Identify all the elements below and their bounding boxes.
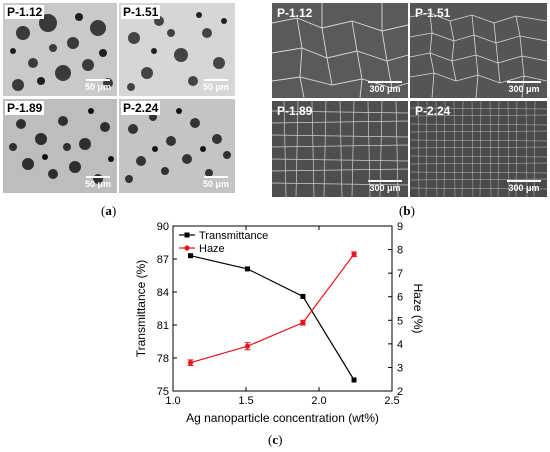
- y-left-tick-label: 87: [157, 254, 169, 266]
- scale-bar: 50 μm: [203, 79, 229, 92]
- caption-c-letter: c: [272, 432, 279, 447]
- y-left-tick-label: 90: [157, 221, 169, 233]
- sample-label: P-1.12: [277, 6, 313, 20]
- y-right-tick-label: 9: [397, 221, 403, 233]
- micrograph-tile: P-1.12 50 μm: [3, 3, 117, 96]
- y-right-tick-label: 4: [397, 339, 403, 351]
- data-point: [187, 360, 194, 366]
- caption-a-letter: a: [105, 203, 112, 218]
- data-point: [351, 377, 357, 383]
- plot-frame: [172, 225, 393, 392]
- scale-bar: 300 μm: [507, 180, 541, 193]
- data-point: [244, 343, 251, 349]
- micrograph-tile: P-2.24 50 μm: [119, 99, 235, 193]
- caption-c: (c): [268, 432, 282, 448]
- x-tick-label: 1.5: [238, 395, 253, 407]
- caption-b-open: (: [399, 203, 404, 218]
- sem-tile: P-1.89 300 μm: [272, 101, 408, 197]
- sample-label: P-1.89: [5, 101, 45, 115]
- caption-c-close: ): [278, 432, 283, 447]
- caption-a-open: (: [101, 203, 106, 218]
- data-point: [300, 320, 306, 326]
- scale-bar-label: 50 μm: [84, 179, 111, 189]
- scale-bar: 50 μm: [85, 79, 111, 92]
- y-right-tick-label: 8: [397, 245, 403, 257]
- scale-bar-label: 300 μm: [369, 183, 401, 193]
- caption-a: (a): [101, 203, 116, 219]
- data-point: [300, 293, 306, 299]
- sem-tile: P-1.12 300 μm: [272, 3, 408, 98]
- sem-image: [272, 101, 408, 197]
- x-tick-label: 2.0: [311, 395, 326, 407]
- y-right-tick-label: 2: [397, 386, 403, 398]
- caption-b: (b): [399, 203, 415, 219]
- x-tick-label: 1.0: [165, 395, 180, 407]
- caption-b-close: ): [410, 203, 415, 218]
- data-point: [244, 266, 250, 272]
- x-tick-label: 2.5: [384, 395, 399, 407]
- series-line: [190, 253, 355, 364]
- y-left-tick-label: 78: [157, 353, 169, 365]
- y-left-tick-label: 84: [157, 287, 169, 299]
- micrograph-tile: P-1.51 50 μm: [119, 3, 235, 96]
- y-right-tick-label: 6: [397, 292, 403, 304]
- panel-b-sem-images: P-1.12 300 μm P-1.51 300 μm: [272, 3, 547, 197]
- caption-a-close: ): [111, 203, 117, 218]
- legend-marker: [184, 232, 190, 238]
- sample-label: P-2.24: [415, 104, 451, 118]
- y-left-axis-label: Transmittance (%): [135, 260, 148, 358]
- sample-label: P-1.51: [415, 6, 451, 20]
- micrograph-tile: P-1.89 50 μm: [3, 99, 117, 193]
- x-axis-label: Ag nanoparticle concentration (wt%): [186, 411, 379, 425]
- scale-bar: 50 μm: [203, 176, 229, 189]
- data-point: [188, 253, 194, 259]
- scale-bar-label: 300 μm: [508, 183, 540, 193]
- y-right-tick-label: 7: [397, 268, 403, 280]
- series-line: [190, 255, 355, 381]
- scale-bar: 300 μm: [368, 81, 402, 94]
- scale-bar: 300 μm: [368, 180, 402, 193]
- y-right-tick-label: 3: [397, 362, 403, 374]
- scale-bar-label: 50 μm: [202, 179, 229, 189]
- y-left-tick-label: 75: [157, 386, 169, 398]
- caption-b-letter: b: [403, 203, 411, 218]
- scale-bar-label: 300 μm: [369, 84, 401, 94]
- sample-label: P-2.24: [121, 101, 161, 115]
- scale-bar: 300 μm: [507, 81, 541, 94]
- sample-label: P-1.89: [277, 104, 313, 118]
- y-left-tick-label: 81: [157, 320, 169, 332]
- scale-bar: 50 μm: [85, 176, 111, 189]
- caption-c-open: (: [268, 432, 273, 447]
- sample-label: P-1.12: [5, 5, 45, 19]
- panel-a-micrographs: P-1.12 50 μm P-1.51 50 μm P-1.89 50 μm P…: [3, 3, 235, 193]
- legend-label: Haze: [199, 243, 225, 255]
- legend-label: Transmittance: [199, 230, 268, 242]
- sem-tile: P-1.51 300 μm: [410, 3, 547, 98]
- data-point: [351, 251, 357, 257]
- legend-marker: [184, 245, 190, 251]
- scale-bar-label: 50 μm: [202, 82, 229, 92]
- sem-tile: P-2.24 300 μm: [410, 101, 547, 197]
- y-right-tick-label: 5: [397, 315, 403, 327]
- sample-label: P-1.51: [121, 5, 161, 19]
- scale-bar-label: 300 μm: [508, 84, 540, 94]
- scale-bar-label: 50 μm: [84, 82, 111, 92]
- y-right-axis-label: Haze (%): [411, 283, 425, 333]
